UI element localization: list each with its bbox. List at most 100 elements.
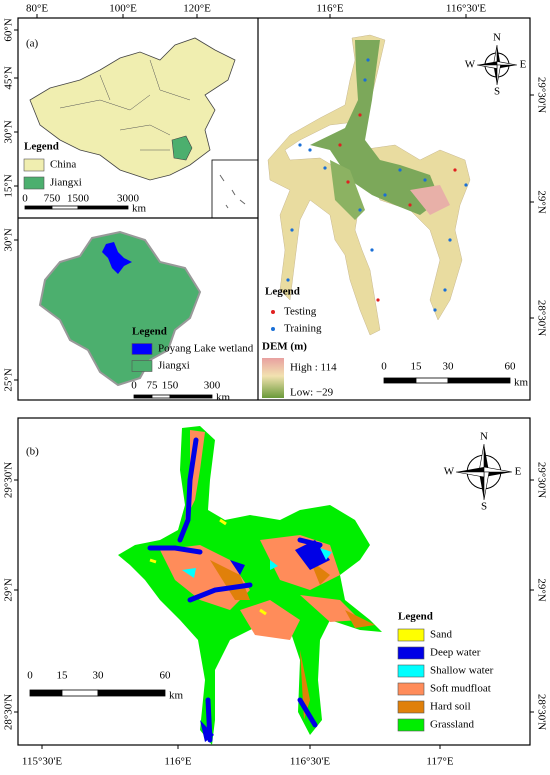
compass-point	[484, 472, 512, 478]
latitude-label: 30°N	[3, 120, 15, 143]
compass-point	[493, 65, 497, 85]
legend-swatch	[397, 682, 425, 696]
scale-label: 30	[93, 670, 105, 682]
scale-label: 0	[131, 380, 137, 392]
compass-point	[476, 64, 498, 69]
scale-label: 60	[505, 361, 517, 373]
scale-segment	[77, 205, 129, 210]
compass-point	[456, 466, 484, 472]
longitude-label: 116°30'E	[290, 756, 330, 768]
legend-swatch	[397, 700, 425, 714]
scale-segment	[415, 377, 449, 384]
compass-point	[483, 466, 513, 473]
compass-label: S	[494, 86, 500, 98]
compass-point	[496, 61, 518, 66]
longitude-label: 80°E	[26, 3, 48, 15]
compass-label: N	[480, 431, 488, 443]
scale-segment	[151, 394, 171, 399]
legend-title: Legend	[265, 286, 300, 298]
compass-label: S	[481, 501, 487, 513]
legend-title: DEM (m)	[262, 341, 307, 353]
legend-label: Hard soil	[430, 701, 471, 713]
compass-point	[497, 45, 501, 65]
landcover-map	[118, 426, 382, 745]
scale-label: 0	[27, 670, 33, 682]
compass-label: N	[493, 32, 501, 44]
latitude-label: 45°N	[3, 66, 15, 89]
longitude-label: 117°E	[426, 756, 453, 768]
legend-title: Legend	[24, 141, 59, 153]
scale-unit: km	[514, 377, 529, 389]
latitude-label: 25°N	[3, 368, 15, 391]
scale-label: 75	[147, 380, 159, 392]
scale-segment	[51, 205, 79, 210]
legend-label: Testing	[284, 306, 317, 318]
scale-unit: km	[132, 203, 147, 215]
dem-ramp	[262, 358, 284, 398]
panel-label: (a)	[26, 38, 39, 50]
scale-label: 1500	[67, 193, 90, 205]
compass-point	[477, 61, 497, 65]
longitude-label: 115°30'E	[22, 756, 62, 768]
compass-label: E	[520, 59, 527, 71]
scale-label: 15	[411, 361, 423, 373]
compass-point	[497, 65, 517, 69]
legend-swatch	[397, 646, 425, 660]
longitude-label: 116°30'E	[446, 3, 486, 15]
legend-swatch	[23, 158, 45, 172]
latitude-label: 30°N	[3, 228, 15, 251]
legend-label: Jiangxi	[158, 360, 190, 372]
latitude-label: 28°30'N	[535, 694, 547, 730]
latitude-label: 29°30'N	[535, 77, 547, 113]
legend-label: Soft mudfloat	[430, 683, 491, 695]
latitude-label: 28°30'N	[535, 300, 547, 336]
scale-segment	[447, 377, 511, 384]
latitude-label: 28°30'N	[3, 694, 15, 730]
legend-label: China	[50, 159, 76, 171]
compass-point	[496, 64, 501, 86]
legend-title: Legend	[398, 611, 433, 623]
jiangxi-map	[38, 230, 202, 387]
compass-point	[478, 472, 484, 500]
compass	[455, 443, 513, 501]
longitude-label: 116°E	[316, 3, 343, 15]
china-map	[29, 37, 246, 209]
scale-segment	[133, 394, 153, 399]
latitude-label: 60°N	[3, 18, 15, 41]
legend-label: Deep water	[430, 647, 481, 659]
panel-label: (b)	[26, 446, 39, 458]
latitude-label: 29°N	[535, 190, 547, 213]
scale-segment	[97, 689, 166, 697]
scale-label: 150	[162, 380, 179, 392]
latitude-label: 15°N	[3, 174, 15, 197]
legend-label: Jiangxi	[50, 177, 82, 189]
legend-label: Training	[284, 323, 322, 335]
legend-label: Shallow water	[430, 665, 494, 677]
legend-swatch	[397, 664, 425, 678]
legend-label: High : 114	[290, 362, 337, 374]
legend-title: Legend	[132, 326, 167, 338]
panel-b-frame	[17, 417, 531, 746]
scale-unit: km	[216, 392, 231, 404]
legend-swatch	[23, 176, 45, 190]
latitude-label: 29°30'N	[535, 462, 547, 498]
legend-point	[271, 310, 275, 314]
scale-label: 0	[22, 193, 28, 205]
compass-label: W	[465, 59, 476, 71]
latitude-label: 29°N	[535, 578, 547, 601]
latitude-label: 29°30'N	[3, 462, 15, 498]
legend-label: Grassland	[430, 719, 474, 731]
dem-map	[267, 34, 471, 336]
compass-point	[484, 444, 490, 472]
longitude-label: 100°E	[109, 3, 137, 15]
legend-swatch	[131, 360, 153, 372]
longitude-label: 116°E	[164, 756, 191, 768]
panel-a-frames	[17, 17, 531, 401]
scale-label: 3000	[117, 193, 140, 205]
legend-point	[271, 327, 275, 331]
legend-label: Poyang Lake wetland	[158, 343, 254, 355]
scale-segment	[29, 689, 63, 697]
legend-swatch	[131, 343, 153, 355]
compass	[476, 44, 518, 86]
